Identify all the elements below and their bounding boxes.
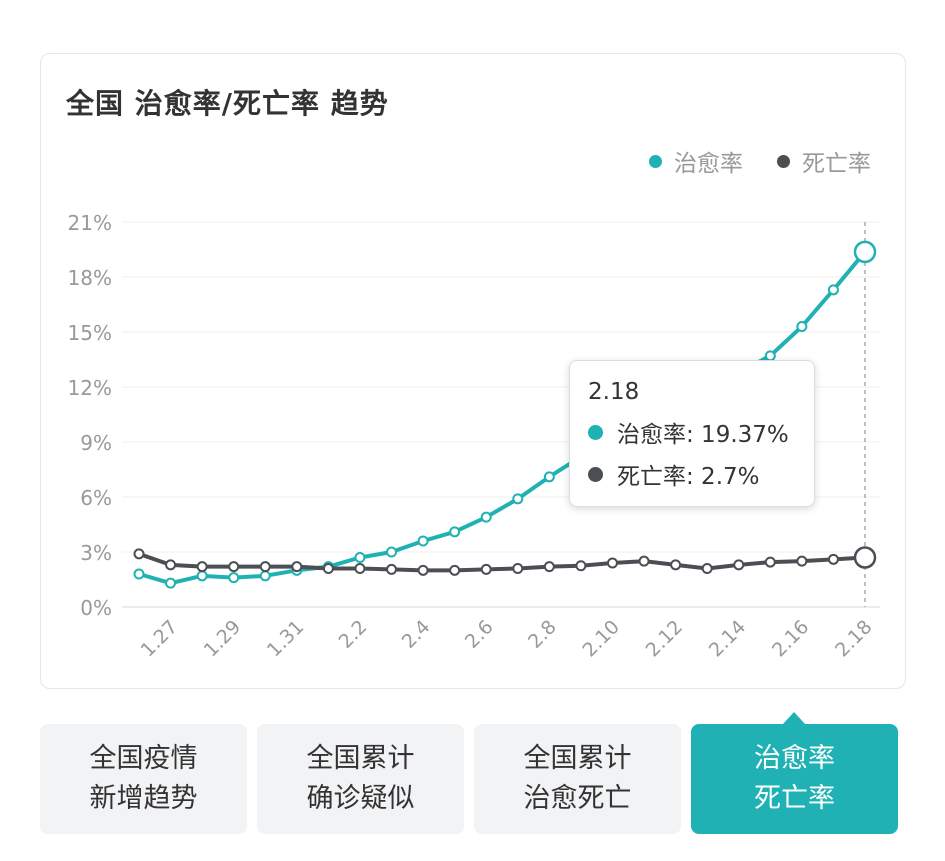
data-point bbox=[764, 350, 776, 362]
data-point bbox=[606, 557, 618, 569]
x-tick-label: 1.27 bbox=[137, 616, 182, 661]
tooltip-value-death: 死亡率: 2.7% bbox=[617, 464, 760, 490]
data-point bbox=[196, 570, 208, 582]
x-tick-label: 1.29 bbox=[200, 616, 245, 661]
tooltip-row-death: 死亡率: 2.7% bbox=[588, 457, 796, 491]
tab-label-line2: 确诊疑似 bbox=[306, 783, 415, 814]
legend-item-cure[interactable]: 治愈率 bbox=[649, 144, 743, 178]
x-tick-label: 2.10 bbox=[579, 616, 624, 661]
data-point bbox=[133, 568, 145, 580]
x-tick-label: 2.12 bbox=[642, 616, 687, 661]
active-tab-pointer bbox=[783, 712, 805, 724]
data-point bbox=[543, 471, 555, 483]
tab-label-line2: 新增趋势 bbox=[89, 783, 198, 814]
data-point bbox=[670, 559, 682, 571]
x-tick-label: 2.4 bbox=[398, 616, 435, 653]
tooltip-dot-cure bbox=[588, 424, 603, 440]
data-point bbox=[259, 561, 271, 573]
chart-title: 全国 治愈率/死亡率 趋势 bbox=[66, 87, 389, 120]
tab-label-line1: 治愈率 bbox=[754, 743, 835, 774]
tooltip-dot-death bbox=[588, 466, 603, 482]
x-tick-label: 1.31 bbox=[263, 616, 308, 661]
tab-label-line2: 治愈死亡 bbox=[523, 783, 632, 814]
data-point bbox=[386, 546, 398, 558]
x-tick-label: 2.8 bbox=[524, 616, 561, 653]
data-point bbox=[827, 284, 839, 296]
tab-cured-dead[interactable]: 全国累计 治愈死亡 bbox=[474, 724, 681, 834]
data-point bbox=[449, 564, 461, 576]
chart-tabs: 全国疫情 新增趋势 全国累计 确诊疑似 全国累计 治愈死亡 治愈率 死亡率 bbox=[40, 724, 906, 834]
data-point bbox=[701, 563, 713, 574]
y-tick-label: 0% bbox=[80, 596, 112, 620]
data-point bbox=[291, 561, 303, 573]
data-point bbox=[796, 321, 808, 332]
data-point bbox=[322, 563, 334, 574]
data-point bbox=[512, 563, 524, 574]
data-point bbox=[417, 564, 429, 576]
x-tick-label: 2.6 bbox=[461, 616, 498, 653]
data-point bbox=[354, 552, 366, 563]
tab-label-line2: 死亡率 bbox=[754, 783, 835, 814]
data-point bbox=[386, 563, 398, 575]
tooltip-value-cure: 治愈率: 19.37% bbox=[617, 422, 789, 448]
data-point bbox=[417, 535, 429, 547]
x-tick-label: 2.14 bbox=[705, 616, 750, 661]
data-point bbox=[133, 548, 145, 560]
series-line-1 bbox=[138, 551, 866, 573]
highlight-point bbox=[853, 546, 877, 569]
y-tick-label: 21% bbox=[68, 211, 112, 235]
y-tick-label: 18% bbox=[68, 266, 112, 290]
data-point bbox=[575, 560, 587, 572]
tab-label-line1: 全国累计 bbox=[306, 743, 415, 774]
data-point bbox=[449, 526, 461, 538]
legend-dot-death bbox=[777, 154, 790, 168]
y-tick-label: 3% bbox=[80, 541, 112, 565]
data-point bbox=[638, 555, 650, 567]
data-point bbox=[733, 559, 745, 571]
data-point bbox=[796, 555, 808, 567]
tooltip-row-cure: 治愈率: 19.37% bbox=[588, 415, 796, 449]
data-point bbox=[165, 577, 177, 589]
data-point bbox=[480, 511, 492, 523]
tab-label-line1: 全国疫情 bbox=[89, 743, 198, 774]
x-tick-label: 2.16 bbox=[768, 616, 813, 661]
data-point bbox=[512, 493, 524, 505]
legend-label-death: 死亡率 bbox=[802, 151, 871, 177]
highlight-point bbox=[853, 240, 877, 264]
data-point bbox=[764, 556, 776, 568]
y-tick-label: 15% bbox=[68, 321, 112, 345]
chart-legend: 治愈率 死亡率 bbox=[649, 144, 871, 178]
chart-tooltip: 2.18 治愈率: 19.37% 死亡率: 2.7% bbox=[569, 360, 815, 507]
data-point bbox=[827, 553, 839, 565]
tooltip-date: 2.18 bbox=[588, 379, 640, 405]
legend-label-cure: 治愈率 bbox=[674, 151, 743, 177]
tab-new-trend[interactable]: 全国疫情 新增趋势 bbox=[40, 724, 247, 834]
data-point bbox=[543, 561, 555, 573]
y-tick-label: 12% bbox=[68, 376, 112, 400]
legend-item-death[interactable]: 死亡率 bbox=[777, 144, 871, 178]
tab-confirmed-suspected[interactable]: 全国累计 确诊疑似 bbox=[257, 724, 464, 834]
y-tick-label: 9% bbox=[80, 431, 112, 455]
data-point bbox=[228, 561, 240, 573]
y-tick-label: 6% bbox=[80, 486, 112, 510]
data-point bbox=[480, 563, 492, 575]
x-tick-label: 2.2 bbox=[335, 616, 372, 653]
data-point bbox=[196, 561, 208, 573]
data-point bbox=[354, 563, 366, 574]
data-point bbox=[228, 572, 240, 584]
x-tick-label: 2.18 bbox=[831, 616, 876, 661]
data-point bbox=[165, 559, 177, 571]
legend-dot-cure bbox=[649, 154, 662, 168]
data-point bbox=[259, 570, 271, 582]
tab-cure-death-rate[interactable]: 治愈率 死亡率 bbox=[691, 724, 898, 834]
tab-label-line1: 全国累计 bbox=[523, 743, 632, 774]
